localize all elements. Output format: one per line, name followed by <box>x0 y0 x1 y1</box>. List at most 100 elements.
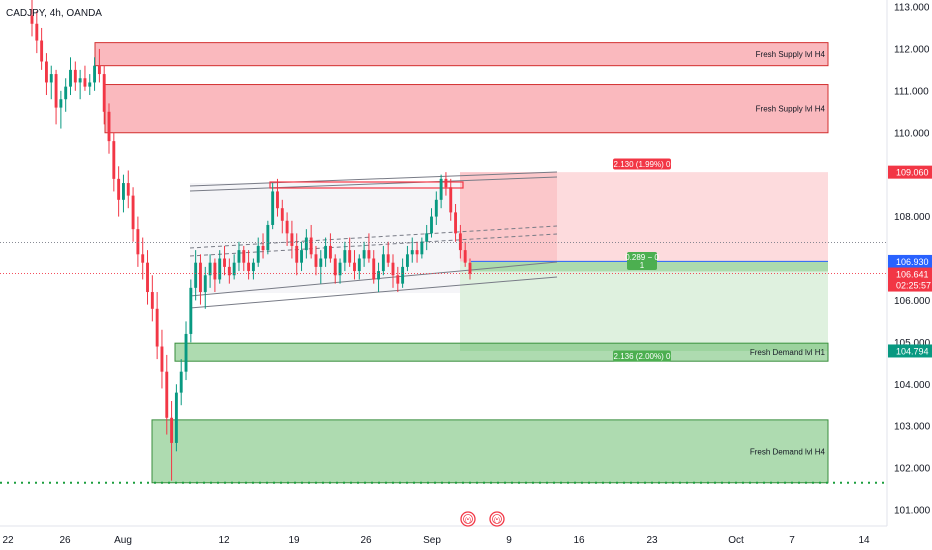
candle-body <box>449 187 453 213</box>
channel-line <box>189 176 558 192</box>
candle-body <box>338 262 342 276</box>
time-tick-label: 23 <box>646 535 658 546</box>
candle-body <box>30 15 34 24</box>
candle-body <box>430 216 433 234</box>
candle-body <box>300 250 303 263</box>
time-tick-label: 16 <box>573 535 585 546</box>
candle-body <box>458 233 462 251</box>
price-tag-label: 106.930 <box>896 257 929 267</box>
candle-body <box>309 237 313 255</box>
candle-body <box>353 262 356 272</box>
open-label: 0.289 − 0 <box>625 253 659 262</box>
candle-body <box>44 61 48 83</box>
candle-body <box>304 237 308 251</box>
candle-body <box>194 262 198 288</box>
stop-label-bg <box>613 158 671 170</box>
candle-body <box>218 258 222 280</box>
range-box <box>190 183 460 293</box>
price-tag <box>888 165 932 179</box>
demand-zone-label: Fresh Demand lvl H1 <box>750 348 826 357</box>
candle-body <box>333 258 337 276</box>
event-marker-ring <box>492 514 502 524</box>
time-tick-label: Oct <box>728 535 744 546</box>
candle-body <box>377 271 380 280</box>
candle-body <box>141 254 145 263</box>
short-position-layer[interactable]: 2.130 (1.99%) 0 2.136 (2.00%) 0 0.289 − 01 <box>460 158 828 362</box>
time-tick-label: 12 <box>218 535 230 546</box>
price-tick-label: 106.000 <box>894 296 931 307</box>
demand-zone-label: Fresh Demand lvl H4 <box>750 447 826 456</box>
candle-body <box>203 275 207 293</box>
price-tag <box>888 344 932 358</box>
candle-body <box>410 250 414 255</box>
open-label-bg <box>627 252 657 270</box>
event-marker-icon[interactable] <box>460 511 476 527</box>
time-tick-label: Aug <box>114 535 132 546</box>
channel-line <box>189 171 558 187</box>
candle-body <box>213 262 217 280</box>
price-tag-label: 106.641 <box>896 270 929 280</box>
candle-body <box>83 78 87 87</box>
price-tick-label: 102.000 <box>894 464 931 475</box>
event-marker-icon[interactable] <box>489 511 505 527</box>
price-axis[interactable]: 113.000112.000111.000110.000109.000108.0… <box>886 0 932 550</box>
candle-body <box>174 392 178 443</box>
time-tick-label: 9 <box>506 535 512 546</box>
candle-body <box>150 292 154 309</box>
candle-body <box>328 245 332 259</box>
supply-zone-label: Fresh Supply lvl H4 <box>756 50 826 59</box>
price-tick-label: 108.000 <box>894 212 931 223</box>
candle-body <box>314 254 318 267</box>
candle-body <box>40 40 44 62</box>
candle-body <box>146 262 149 293</box>
candle-body <box>227 266 231 276</box>
candle-body <box>381 254 385 272</box>
price-tick-label: 101.000 <box>894 506 931 517</box>
candle-body <box>64 86 68 100</box>
time-tick-label: 19 <box>288 535 300 546</box>
candle-body <box>290 233 294 246</box>
supply-zone <box>104 84 829 134</box>
open-label: 1 <box>640 261 645 270</box>
candle-body <box>343 250 347 263</box>
candle-body <box>415 250 419 255</box>
target-label: 2.136 (2.00%) 0 <box>614 352 671 361</box>
candle-body <box>295 245 299 263</box>
candle-body <box>54 74 58 108</box>
candle-body <box>49 74 53 83</box>
candle-body <box>199 262 202 293</box>
price-tag-label: 109.060 <box>896 168 929 178</box>
candle-body <box>136 229 140 255</box>
candle-body <box>131 195 135 230</box>
time-axis[interactable]: 22 26 Aug 12 19 26 Sep 9 16 23 Oct 7 14 <box>0 525 887 546</box>
price-tick-label: 112.000 <box>894 44 930 55</box>
stop-loss-area <box>460 172 828 262</box>
candle-body <box>35 23 39 41</box>
candle-body <box>189 287 193 334</box>
symbol-label: CADJPY, 4h, OANDA <box>6 8 102 19</box>
event-markers[interactable]: (•) (•) <box>460 511 505 527</box>
candle-body <box>425 233 429 242</box>
candle-body <box>73 69 77 83</box>
candle-body <box>117 178 121 200</box>
target-label-bg <box>613 350 671 362</box>
candle-body <box>93 65 97 83</box>
price-tick-label: 104.000 <box>894 380 931 391</box>
candle-body <box>271 191 275 225</box>
candle-body <box>396 275 400 284</box>
candle-body <box>280 208 284 221</box>
candle-body <box>107 111 111 142</box>
candle-body <box>401 266 405 284</box>
candle-body <box>285 220 289 234</box>
zones-layer: Fresh Supply lvl H4 Fresh Supply lvl H4 Fr… <box>94 42 829 484</box>
candle-body <box>276 191 279 209</box>
candle-body <box>232 262 236 276</box>
price-tag-label: 104.794 <box>896 346 929 356</box>
time-tick-label: 7 <box>789 535 795 546</box>
price-tag <box>888 254 932 268</box>
price-tick-label: 110.000 <box>894 128 930 139</box>
candle-body <box>88 82 92 87</box>
candle-body <box>348 250 352 263</box>
